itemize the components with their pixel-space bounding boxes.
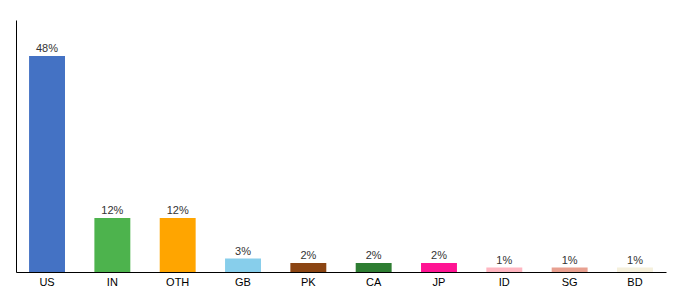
x-tick: SG bbox=[562, 276, 578, 288]
data-label: 1% bbox=[627, 254, 643, 266]
x-tick: ID bbox=[499, 276, 510, 288]
x-tick-label: US bbox=[39, 276, 54, 288]
data-label: 12% bbox=[167, 204, 189, 216]
x-tick-label: GB bbox=[235, 276, 251, 288]
bar bbox=[290, 263, 326, 272]
data-label: 2% bbox=[431, 249, 447, 261]
x-tick: CA bbox=[366, 276, 382, 288]
data-label: 2% bbox=[366, 249, 382, 261]
bar bbox=[421, 263, 457, 272]
y-axis bbox=[16, 21, 17, 273]
chart-container: US IN OTH GB PK CA JP ID SG BD 48% 12% 12% 3% 2% 2% 2% 1%… bbox=[0, 0, 680, 300]
bar bbox=[29, 56, 65, 272]
x-tick: IN bbox=[107, 276, 118, 288]
x-axis: US IN OTH GB PK CA JP ID SG BD bbox=[17, 273, 667, 288]
bar bbox=[617, 268, 653, 273]
data-label: 12% bbox=[101, 204, 123, 216]
x-tick-label: JP bbox=[433, 276, 446, 288]
x-tick-label: IN bbox=[107, 276, 118, 288]
bar bbox=[486, 268, 522, 273]
data-label: 1% bbox=[562, 254, 578, 266]
bar bbox=[160, 218, 196, 272]
x-tick: JP bbox=[433, 276, 446, 288]
bar bbox=[225, 259, 261, 273]
x-tick-label: BD bbox=[627, 276, 642, 288]
x-tick: OTH bbox=[166, 276, 189, 288]
data-label: 2% bbox=[300, 249, 316, 261]
x-tick: US bbox=[39, 276, 54, 288]
x-tick-label: OTH bbox=[166, 276, 189, 288]
x-tick: BD bbox=[627, 276, 642, 288]
y-axis-line bbox=[16, 21, 17, 273]
bar bbox=[356, 263, 392, 272]
data-label: 3% bbox=[235, 245, 251, 257]
plot-area: US IN OTH GB PK CA JP ID SG BD 48% 12% 12% 3% 2% 2% 2% 1%… bbox=[17, 21, 667, 288]
bar bbox=[94, 218, 130, 272]
data-label: 48% bbox=[36, 42, 58, 54]
bar bbox=[552, 268, 588, 273]
x-axis-line bbox=[17, 272, 667, 273]
data-labels: 48% 12% 12% 3% 2% 2% 2% 1% 1% 1% bbox=[36, 42, 643, 266]
x-tick-label: CA bbox=[366, 276, 382, 288]
data-label: 1% bbox=[496, 254, 512, 266]
chart-svg: US IN OTH GB PK CA JP ID SG BD 48% 12% 12% 3% 2% 2% 2% 1%… bbox=[0, 0, 680, 300]
x-tick-label: PK bbox=[301, 276, 316, 288]
bars bbox=[29, 56, 653, 272]
x-tick: PK bbox=[301, 276, 316, 288]
x-tick-label: ID bbox=[499, 276, 510, 288]
x-tick: GB bbox=[235, 276, 251, 288]
x-tick-label: SG bbox=[562, 276, 578, 288]
